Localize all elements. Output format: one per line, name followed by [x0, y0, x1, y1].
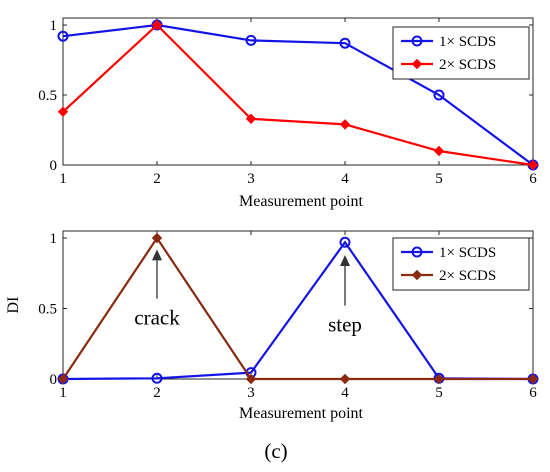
- chart1-legend-entry: 1× SCDS: [439, 34, 496, 50]
- annotation-label-step: step: [328, 313, 362, 337]
- chart1-x-axis-label: Measurement point: [239, 193, 364, 210]
- chart1-series-2-line: [62, 23, 534, 167]
- chart1-series-1-point: [339, 37, 351, 49]
- chart2-series-2-point: [433, 373, 445, 385]
- chart1-xtick-label: 1: [59, 171, 67, 187]
- chart1-ytick-label: 0.5: [38, 88, 57, 104]
- annotation-label-crack: crack: [134, 306, 180, 330]
- chart2-ytick-label: 1: [50, 231, 58, 247]
- chart2-xtick-label: 2: [153, 385, 161, 401]
- chart1-legend-marker: [411, 35, 423, 47]
- chart2-legend-entry: 1× SCDS: [439, 245, 496, 261]
- chart1-series-2-point: [527, 159, 539, 171]
- annotation-arrow-head: [340, 254, 350, 266]
- chart1-ytick-label: 0: [50, 158, 58, 174]
- chart2-series-1-point: [151, 372, 163, 384]
- chart2-xtick-label: 5: [435, 385, 443, 401]
- chart2-legend-marker: [411, 269, 423, 281]
- chart2-xtick-label: 6: [529, 385, 537, 401]
- chart2-xtick-label: 3: [247, 385, 255, 401]
- chart2-xtick-label: 4: [341, 385, 349, 401]
- chart1-series-2-point: [433, 145, 445, 157]
- chart2-series-2-point: [339, 373, 351, 385]
- figure-caption: (c): [264, 439, 287, 463]
- chart2-xtick-label: 1: [59, 385, 67, 401]
- chart2-x-axis-label: Measurement point: [239, 405, 364, 422]
- chart1-xtick-label: 5: [435, 171, 443, 187]
- chart1-series-1-point: [433, 89, 445, 101]
- chart1-series-2-point: [245, 113, 257, 125]
- chart2-ytick-label: 0.5: [38, 302, 57, 318]
- chart1-xtick-label: 4: [341, 171, 349, 187]
- chart2-ytick-label: 0: [50, 372, 58, 388]
- chart2-series-2-point: [245, 373, 257, 385]
- chart1-xtick-label: 2: [153, 171, 161, 187]
- chart1-plot-frame: [62, 17, 534, 166]
- chart1-series-2-point: [151, 19, 163, 31]
- chart1-xtick-label: 3: [247, 171, 255, 187]
- chart1-series-2-point: [339, 119, 351, 130]
- chart2-series-2-point: [527, 373, 539, 385]
- chart2-series-2-point: [151, 232, 163, 244]
- chart1-series-1-line: [62, 23, 534, 166]
- chart2-series-2-point: [57, 373, 69, 385]
- chart1-xtick-label: 6: [529, 171, 537, 187]
- chart1-ytick-label: 1: [50, 18, 58, 34]
- chart1-series-1-point: [57, 30, 69, 42]
- bottom-chart: 1 2 3 4 5 6 0 0.5 1 Measurement point DI crack step 1…: [5, 230, 539, 422]
- chart2-series-2-line: [62, 236, 533, 381]
- chart2-series-1-point: [339, 236, 351, 248]
- chart2-legend-entry: 2× SCDS: [439, 268, 496, 284]
- chart1-series-1-point: [245, 34, 257, 46]
- chart1-legend-marker: [411, 58, 423, 70]
- chart1-series-2-point: [57, 106, 69, 118]
- top-chart: 1 2 3 4 5 6 0 0.5 1 Measurement point 1× SCDS 2× SC…: [38, 17, 539, 210]
- chart1-legend-entry: 2× SCDS: [439, 57, 496, 73]
- chart2-legend-marker: [411, 246, 423, 258]
- annotation-arrow-head: [152, 249, 162, 261]
- chart2-y-axis-label: DI: [5, 297, 22, 314]
